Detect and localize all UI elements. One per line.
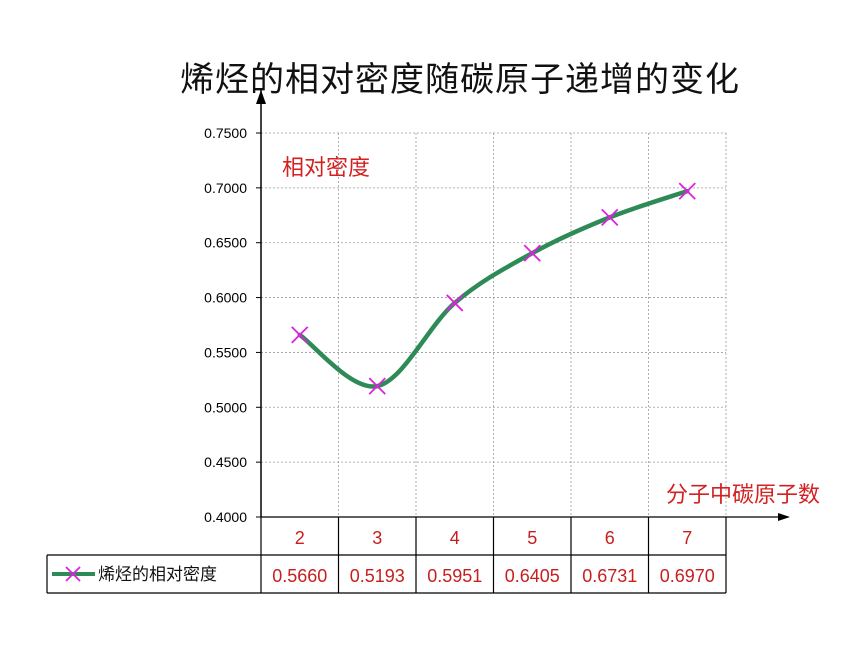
y-tick-label: 0.7000: [204, 180, 247, 196]
series-markers: [291, 182, 696, 395]
x-tick-label: 4: [450, 528, 460, 548]
legend-label: 烯烃的相对密度: [98, 565, 217, 585]
y-tick-label: 0.4500: [204, 454, 247, 470]
grid-lines: [261, 132, 727, 517]
data-label: 0.5951: [427, 566, 482, 586]
data-label: 0.5193: [350, 566, 405, 586]
data-point-marker: [446, 294, 464, 312]
data-label: 0.5660: [272, 566, 327, 586]
chart-title: 烯烃的相对密度随碳原子递增的变化: [180, 60, 740, 100]
y-tick-label: 0.5500: [204, 344, 247, 360]
data-point-marker: [291, 326, 309, 344]
x-tick-label: 6: [605, 528, 615, 548]
x-axis-label: 分子中碳原子数: [666, 483, 821, 508]
y-tick-label: 0.4000: [204, 509, 247, 525]
y-tick-labels: 0.4000 0.4500 0.5000 0.5500 0.6000 0.6500 0.70…: [204, 125, 247, 525]
y-tick-label: 0.7500: [204, 125, 247, 141]
y-tick-label: 0.6500: [204, 235, 247, 251]
data-label: 0.6731: [582, 566, 637, 586]
data-point-marker: [601, 208, 619, 227]
y-axis-label: 相对密度: [282, 156, 371, 181]
data-label: 0.6405: [505, 566, 560, 586]
series-line: [297, 188, 690, 389]
data-point-marker: [678, 182, 696, 200]
data-label: 0.6970: [660, 566, 715, 586]
y-tick-label: 0.5000: [204, 399, 247, 415]
x-tick-label: 5: [527, 528, 537, 548]
x-tick-label: 7: [682, 528, 692, 548]
y-axis-arrow: [256, 90, 266, 104]
legend-marker: [65, 566, 81, 582]
y-tick-label: 0.6000: [204, 290, 247, 306]
axes: [256, 90, 790, 521]
x-tick-label: 2: [295, 528, 305, 548]
x-tick-label: 3: [372, 528, 382, 548]
data-table: 2 3 4 5 6 7 0.5660 0.5193 0.5951 0.6405 0.6731 0.69…: [46, 516, 727, 594]
data-point-marker: [523, 244, 541, 262]
data-point-marker: [368, 377, 386, 395]
series-path: [297, 188, 690, 389]
x-axis-arrow: [778, 513, 790, 521]
